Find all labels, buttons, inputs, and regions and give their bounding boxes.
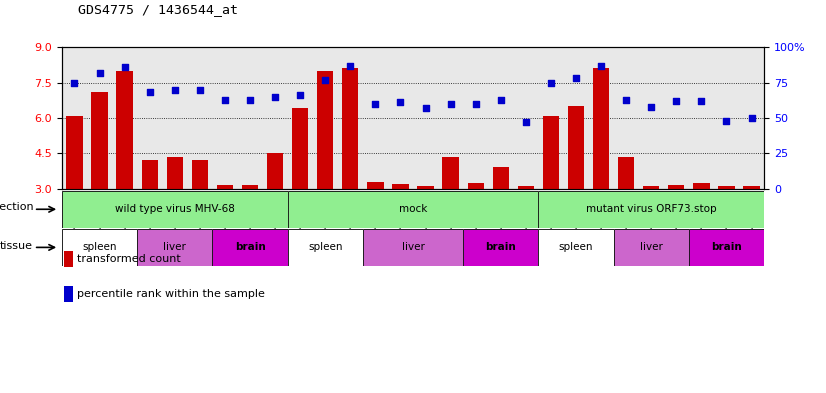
- Text: brain: brain: [486, 242, 516, 252]
- Point: [520, 119, 533, 125]
- Text: spleen: spleen: [83, 242, 116, 252]
- Text: mutant virus ORF73.stop: mutant virus ORF73.stop: [586, 204, 716, 214]
- Point: [244, 96, 257, 103]
- Bar: [443, 157, 458, 189]
- Text: wild type virus MHV-68: wild type virus MHV-68: [115, 204, 235, 214]
- Point: [394, 99, 407, 105]
- Text: tissue: tissue: [0, 241, 33, 250]
- Point: [218, 96, 231, 103]
- Bar: [66, 116, 83, 189]
- Text: infection: infection: [0, 202, 33, 212]
- Point: [620, 96, 633, 103]
- Point: [68, 79, 81, 86]
- Bar: [567, 106, 584, 189]
- Bar: [492, 167, 509, 189]
- Point: [143, 89, 156, 95]
- Point: [419, 105, 432, 111]
- Point: [293, 92, 306, 98]
- Point: [719, 118, 733, 124]
- Point: [469, 101, 482, 107]
- Bar: [593, 68, 610, 189]
- Point: [268, 94, 282, 100]
- Point: [368, 101, 382, 107]
- Bar: [618, 157, 634, 189]
- Point: [494, 96, 507, 103]
- Bar: [292, 108, 308, 189]
- Text: liver: liver: [640, 242, 662, 252]
- Point: [193, 86, 206, 93]
- Bar: [719, 186, 734, 189]
- Point: [344, 62, 357, 69]
- Bar: [417, 186, 434, 189]
- Text: percentile rank within the sample: percentile rank within the sample: [77, 289, 264, 299]
- Point: [644, 103, 657, 110]
- Text: brain: brain: [711, 242, 742, 252]
- Bar: [141, 160, 158, 189]
- Point: [745, 115, 758, 121]
- Bar: [192, 160, 208, 189]
- Point: [444, 101, 458, 107]
- Bar: [743, 186, 760, 189]
- Point: [319, 77, 332, 83]
- Bar: [216, 185, 233, 189]
- Bar: [167, 157, 183, 189]
- Bar: [64, 251, 74, 267]
- Point: [93, 70, 107, 76]
- Point: [544, 79, 558, 86]
- Bar: [693, 183, 710, 189]
- Point: [670, 98, 683, 104]
- Bar: [643, 186, 659, 189]
- Point: [695, 98, 708, 104]
- Text: brain: brain: [235, 242, 265, 252]
- Bar: [342, 68, 358, 189]
- Point: [118, 64, 131, 70]
- Text: spleen: spleen: [558, 242, 593, 252]
- Bar: [392, 184, 409, 189]
- Bar: [242, 185, 259, 189]
- Point: [595, 62, 608, 69]
- Text: GDS4775 / 1436544_at: GDS4775 / 1436544_at: [78, 3, 239, 16]
- Text: liver: liver: [164, 242, 186, 252]
- Bar: [92, 92, 107, 189]
- Bar: [267, 153, 283, 189]
- Bar: [543, 116, 559, 189]
- Text: liver: liver: [401, 242, 425, 252]
- Point: [169, 86, 182, 93]
- Text: mock: mock: [399, 204, 427, 214]
- Bar: [668, 185, 685, 189]
- Bar: [116, 71, 133, 189]
- Bar: [518, 186, 534, 189]
- Bar: [317, 71, 334, 189]
- Bar: [368, 182, 383, 189]
- Bar: [468, 183, 484, 189]
- Text: spleen: spleen: [308, 242, 343, 252]
- Text: transformed count: transformed count: [77, 254, 181, 264]
- Bar: [64, 286, 74, 302]
- Point: [569, 75, 582, 81]
